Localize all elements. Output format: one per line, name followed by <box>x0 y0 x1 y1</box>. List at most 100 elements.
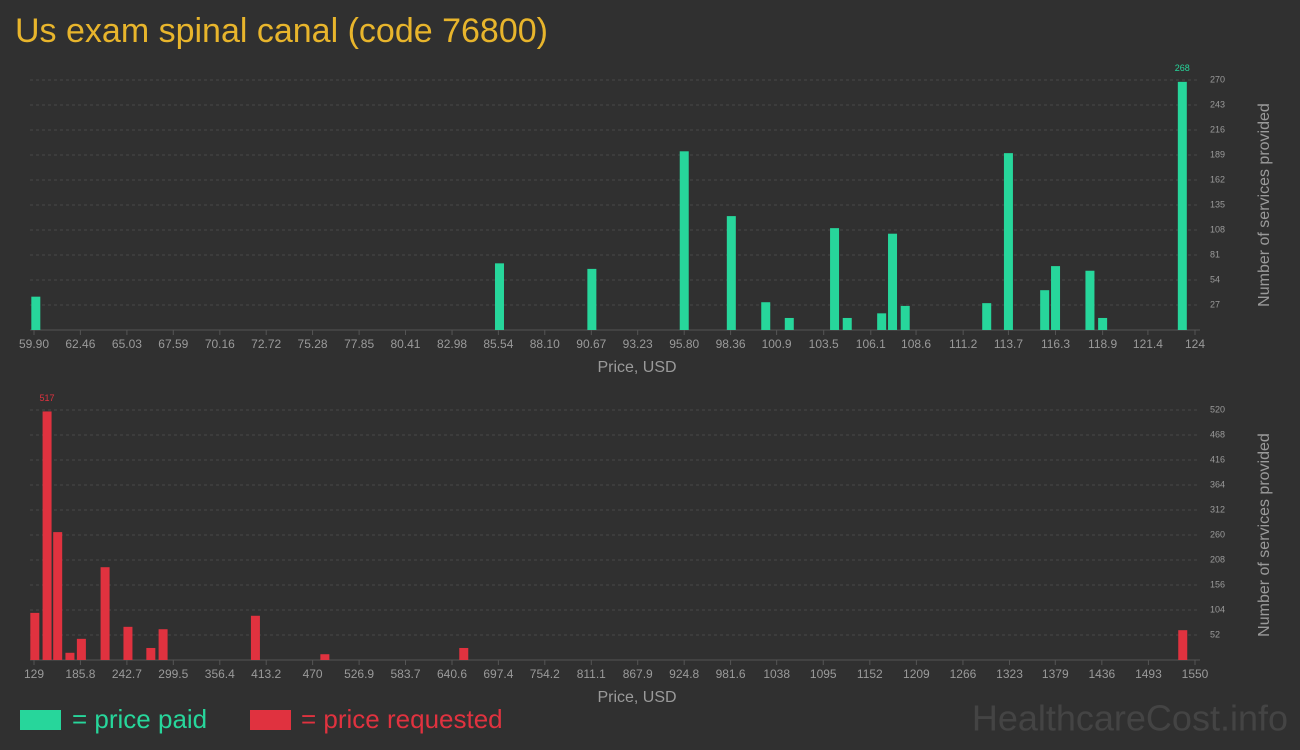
y-axis-label: Number of services provided <box>1256 103 1273 307</box>
y-tick-label: 104 <box>1210 604 1225 614</box>
x-tick-label: 75.28 <box>298 337 328 351</box>
x-tick-label: 924.8 <box>669 667 699 681</box>
y-tick-label: 208 <box>1210 554 1225 564</box>
x-tick-label: 62.46 <box>65 337 95 351</box>
x-tick-label: 640.6 <box>437 667 467 681</box>
bar <box>679 151 689 330</box>
bar <box>1040 290 1050 330</box>
y-tick-label: 52 <box>1210 629 1220 639</box>
bar <box>42 411 52 660</box>
bar <box>100 567 110 660</box>
y-tick-label: 156 <box>1210 579 1225 589</box>
y-tick-label: 189 <box>1210 149 1225 159</box>
max-label: 268 <box>1175 63 1190 73</box>
watermark: HealthcareCost.info <box>972 698 1288 739</box>
bar <box>123 626 133 660</box>
x-tick-label: 1038 <box>763 667 790 681</box>
x-tick-label: 108.6 <box>901 337 931 351</box>
y-tick-label: 243 <box>1210 99 1225 109</box>
y-tick-label: 108 <box>1210 224 1225 234</box>
x-tick-label: 583.7 <box>390 667 420 681</box>
y-tick-label: 364 <box>1210 479 1225 489</box>
bar <box>1177 81 1187 330</box>
x-tick-label: 98.36 <box>716 337 746 351</box>
y-tick-label: 54 <box>1210 274 1220 284</box>
bar <box>900 305 910 330</box>
x-tick-label: 59.90 <box>19 337 49 351</box>
x-tick-label: 1323 <box>996 667 1023 681</box>
x-tick-label: 754.2 <box>530 667 560 681</box>
x-tick-label: 70.16 <box>205 337 235 351</box>
bar <box>830 228 840 330</box>
bar <box>1085 270 1095 330</box>
x-tick-label: 118.9 <box>1088 337 1117 351</box>
y-tick-label: 270 <box>1210 74 1225 84</box>
x-tick-label: 1266 <box>950 667 977 681</box>
bar <box>158 629 168 660</box>
bar <box>65 652 75 660</box>
bar <box>587 268 597 330</box>
y-tick-label: 81 <box>1210 249 1220 259</box>
y-tick-label: 260 <box>1210 529 1225 539</box>
y-tick-label: 135 <box>1210 199 1225 209</box>
x-tick-label: 121.4 <box>1133 337 1163 351</box>
x-tick-label: 697.4 <box>483 667 513 681</box>
x-tick-label: 116.3 <box>1041 337 1070 351</box>
x-tick-label: 185.8 <box>65 667 95 681</box>
x-tick-label: 356.4 <box>205 667 235 681</box>
x-tick-label: 80.41 <box>390 337 420 351</box>
bar <box>76 638 86 660</box>
bar <box>320 654 330 660</box>
x-tick-label: 65.03 <box>112 337 142 351</box>
y-tick-label: 520 <box>1210 404 1225 414</box>
x-tick-label: 85.54 <box>483 337 513 351</box>
x-tick-label: 811.1 <box>577 667 606 681</box>
bar <box>784 317 794 330</box>
bar <box>30 612 40 660</box>
x-tick-label: 88.10 <box>530 337 560 351</box>
x-tick-label: 67.59 <box>158 337 188 351</box>
x-tick-label: 113.7 <box>994 337 1023 351</box>
bar <box>250 615 260 660</box>
bar <box>1003 153 1013 330</box>
x-tick-label: 93.23 <box>623 337 653 351</box>
x-tick-label: 124 <box>1185 337 1205 351</box>
x-tick-label: 1152 <box>857 667 883 681</box>
y-tick-label: 416 <box>1210 454 1225 464</box>
y-tick-label: 27 <box>1210 299 1220 309</box>
y-tick-label: 216 <box>1210 124 1225 134</box>
legend-label: = price paid <box>72 704 207 734</box>
legend-swatch <box>20 710 61 730</box>
x-tick-label: 1550 <box>1182 667 1209 681</box>
x-tick-label: 299.5 <box>158 667 188 681</box>
x-tick-label: 1436 <box>1089 667 1116 681</box>
y-axis-label: Number of services provided <box>1256 433 1273 637</box>
chart-title: Us exam spinal canal (code 76800) <box>15 12 548 50</box>
x-tick-label: 111.2 <box>949 337 978 351</box>
bar <box>842 317 852 330</box>
y-tick-label: 162 <box>1210 174 1225 184</box>
y-tick-label: 468 <box>1210 429 1225 439</box>
x-tick-label: 95.80 <box>669 337 699 351</box>
x-tick-label: 82.98 <box>437 337 467 351</box>
x-tick-label: 1379 <box>1042 667 1069 681</box>
x-tick-label: 72.72 <box>251 337 281 351</box>
bar <box>459 647 469 660</box>
x-tick-label: 470 <box>303 667 323 681</box>
x-axis-label: Price, USD <box>597 359 676 376</box>
x-tick-label: 526.9 <box>344 667 374 681</box>
bar <box>1178 630 1188 660</box>
x-tick-label: 1209 <box>903 667 930 681</box>
bar <box>1098 317 1108 330</box>
x-tick-label: 981.6 <box>716 667 746 681</box>
x-tick-label: 1493 <box>1135 667 1162 681</box>
x-tick-label: 129 <box>24 667 44 681</box>
max-label: 517 <box>40 393 55 403</box>
x-axis-label: Price, USD <box>597 689 676 706</box>
bar <box>888 233 898 330</box>
x-tick-label: 867.9 <box>623 667 653 681</box>
y-tick-label: 312 <box>1210 504 1225 514</box>
